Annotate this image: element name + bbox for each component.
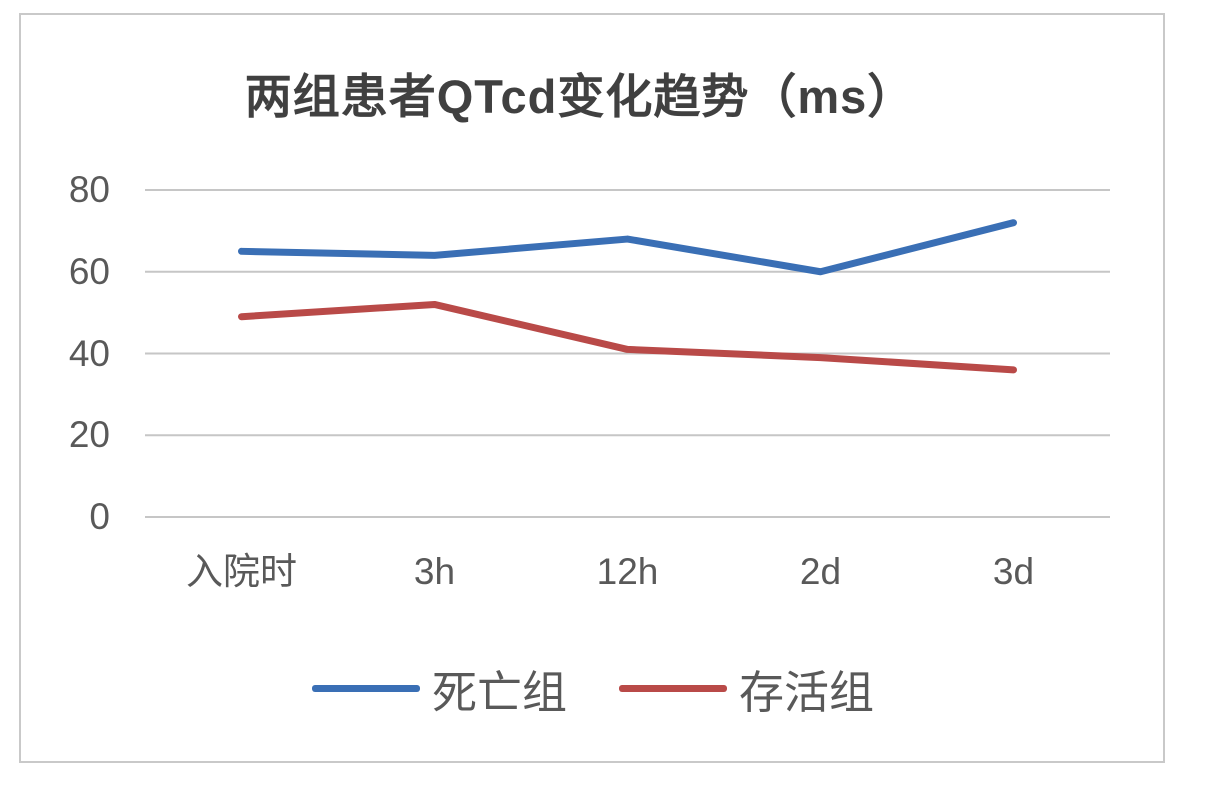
x-tick-label: 3d — [992, 551, 1035, 592]
legend-line-swatch — [619, 685, 727, 692]
chart-title: 两组患者QTcd变化趋势（ms） — [244, 70, 916, 123]
y-tick-label: 60 — [68, 250, 110, 292]
gridlines — [145, 189, 1110, 518]
legend-item: 死亡组 — [311, 656, 567, 721]
y-tick-label: 80 — [68, 169, 110, 210]
y-tick-label: 40 — [68, 332, 110, 374]
chart-legend: 死亡组 存活组 — [20, 656, 1166, 721]
chart-frame — [19, 13, 1165, 763]
y-tick-label: 0 — [89, 496, 110, 537]
series-line-死亡组 — [238, 219, 1017, 276]
legend-line-swatch — [311, 685, 420, 692]
legend-label: 死亡组 — [431, 667, 567, 718]
legend-label: 存活组 — [739, 667, 875, 718]
y-tick-label: 20 — [68, 414, 110, 456]
x-tick-label: 2d — [799, 551, 842, 592]
x-tick-label: 12h — [596, 551, 659, 592]
series-lines — [238, 219, 1017, 374]
legend-item: 存活组 — [619, 656, 874, 721]
x-tick-label: 3h — [413, 551, 456, 592]
series-line-存活组 — [238, 300, 1017, 374]
x-tick-label: 入院时 — [186, 551, 297, 592]
